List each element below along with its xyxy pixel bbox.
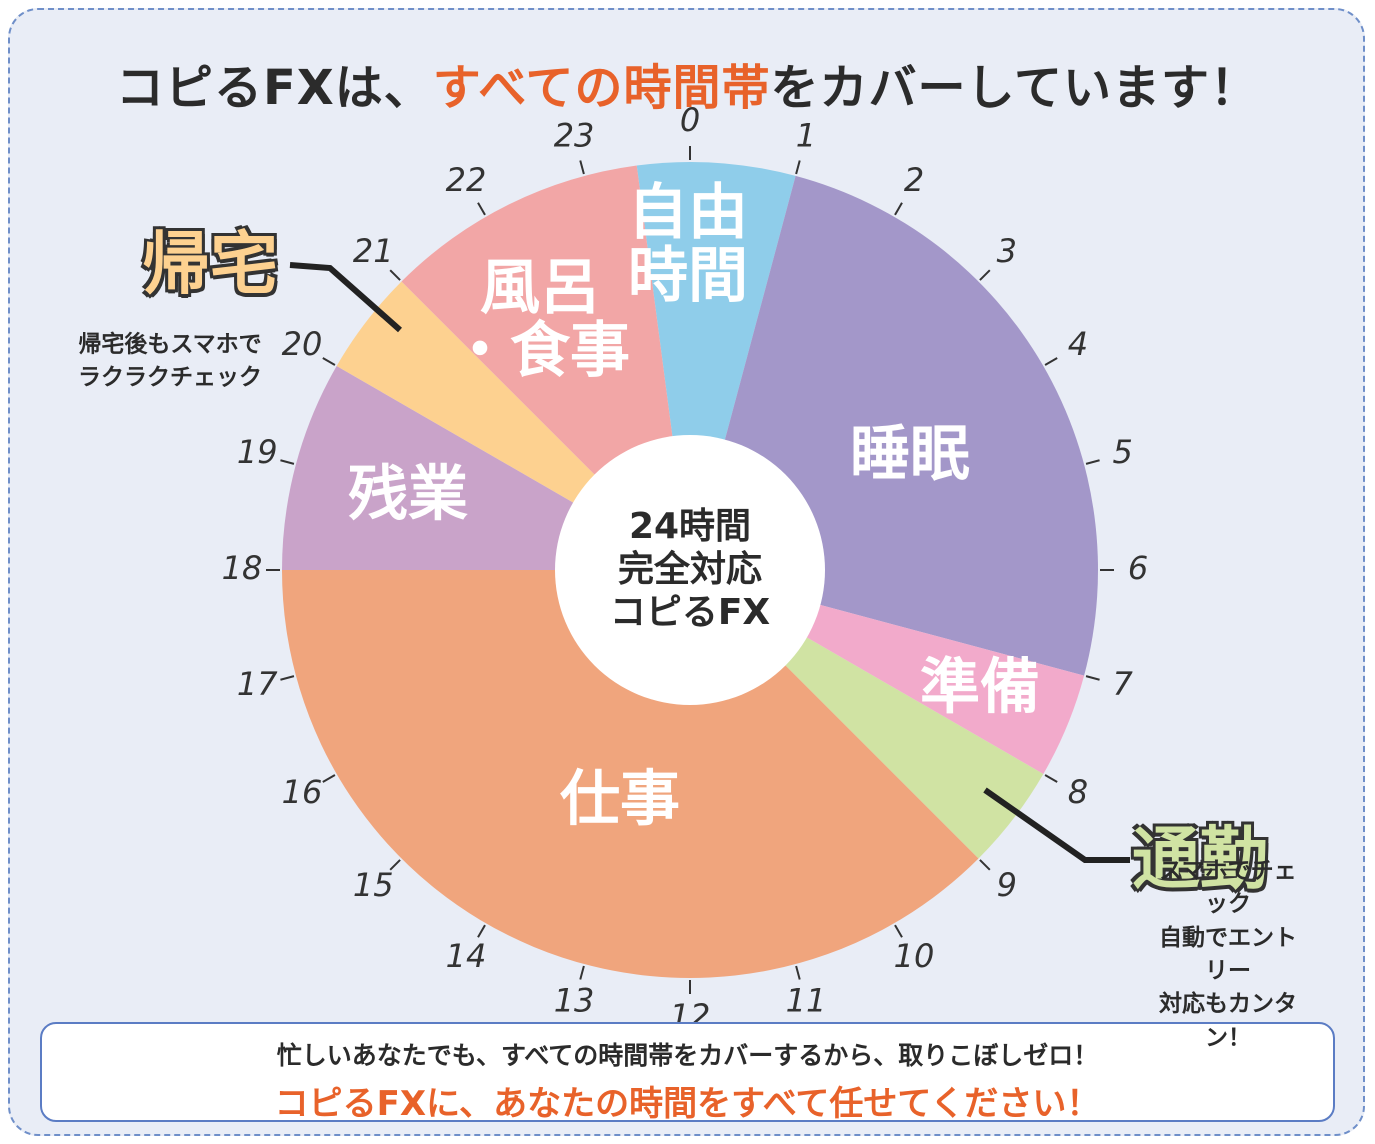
hour-tick (579, 965, 585, 980)
hour-label: 8 (1068, 773, 1088, 811)
hour-label: 0 (680, 101, 700, 139)
slice-label: 仕事 (560, 764, 680, 835)
hour-label: 23 (554, 116, 595, 154)
slice-label: 準備 (920, 652, 1040, 723)
title-part: をカバーしています！ (770, 60, 1260, 116)
hour-tick (322, 357, 336, 366)
hour-tick (1044, 774, 1058, 783)
hour-tick (322, 774, 336, 783)
hour-label: 19 (237, 433, 278, 471)
hour-label: 6 (1128, 549, 1148, 587)
hour-label: 9 (997, 866, 1017, 904)
hour-label: 11 (786, 982, 827, 1020)
hour-label: 5 (1113, 433, 1133, 471)
hour-label: 10 (894, 937, 935, 975)
hour-label: 7 (1113, 665, 1134, 703)
hour-label: 20 (282, 325, 323, 363)
hour-label: 14 (446, 937, 487, 975)
hour-label: 21 (353, 232, 394, 270)
callout-line (289, 262, 402, 333)
hour-tick (979, 269, 991, 281)
slice-label: 帰宅 (141, 225, 279, 305)
hour-tick (795, 160, 801, 175)
hour-tick (280, 459, 295, 465)
hour-tick (477, 202, 486, 216)
slice-note: スマホでチェック 自動でエントリー 対応もカンタン！ (1159, 857, 1297, 1051)
hour-tick (1044, 357, 1058, 366)
title-highlight: すべての時間帯 (432, 60, 771, 116)
hour-label: 13 (554, 982, 595, 1020)
slice (281, 570, 979, 979)
hour-label: 3 (997, 232, 1017, 270)
slice-label: 風呂 ・食事 (450, 253, 630, 386)
title-part: コピるFXは、 (115, 60, 433, 116)
callout-line (983, 787, 1130, 863)
hour-tick (1085, 675, 1100, 681)
slice-label: 残業 (348, 459, 468, 530)
hour-tick (1085, 459, 1100, 465)
footer-line: 忙しいあなたでも、すべての時間帯をカバーするから、取りこぼしゼロ！ (276, 1041, 1099, 1070)
hour-label: 22 (446, 161, 487, 199)
hour-label: 15 (353, 866, 394, 904)
hour-tick (389, 269, 401, 281)
hour-tick (979, 859, 991, 871)
center-hole (555, 435, 825, 705)
slice (636, 162, 796, 571)
hour-tick (389, 859, 401, 871)
hour-tick (579, 160, 585, 175)
hour-tick (894, 202, 903, 216)
hour-tick (280, 675, 295, 681)
hour-label: 4 (1068, 325, 1088, 363)
hour-label: 1 (796, 116, 816, 154)
chart-title: コピるFXは、すべての時間帯をカバーしています！ (0, 48, 1375, 118)
slice-label: 通勤 (1131, 820, 1269, 900)
hour-tick (894, 924, 903, 938)
slice-note: 帰宅後もスマホで ラクラクチェック (78, 331, 262, 391)
slice-label: 睡眠 (850, 419, 970, 490)
hour-tick (795, 965, 801, 980)
center-text: 24時間 完全対応 コピるFX (609, 506, 771, 634)
footer: 忙しいあなたでも、すべての時間帯をカバーするから、取りこぼしゼロ！ コピるFXに… (40, 1022, 1335, 1124)
slice-label: 自由 時間 (628, 178, 748, 311)
hour-tick (477, 924, 486, 938)
hour-label: 2 (904, 161, 924, 199)
hour-label: 16 (282, 773, 323, 811)
footer-headline: コピるFXに、あなたの時間をすべて任せてください！ (274, 1084, 1101, 1124)
hour-label: 17 (237, 665, 278, 703)
hour-label: 18 (222, 549, 263, 587)
